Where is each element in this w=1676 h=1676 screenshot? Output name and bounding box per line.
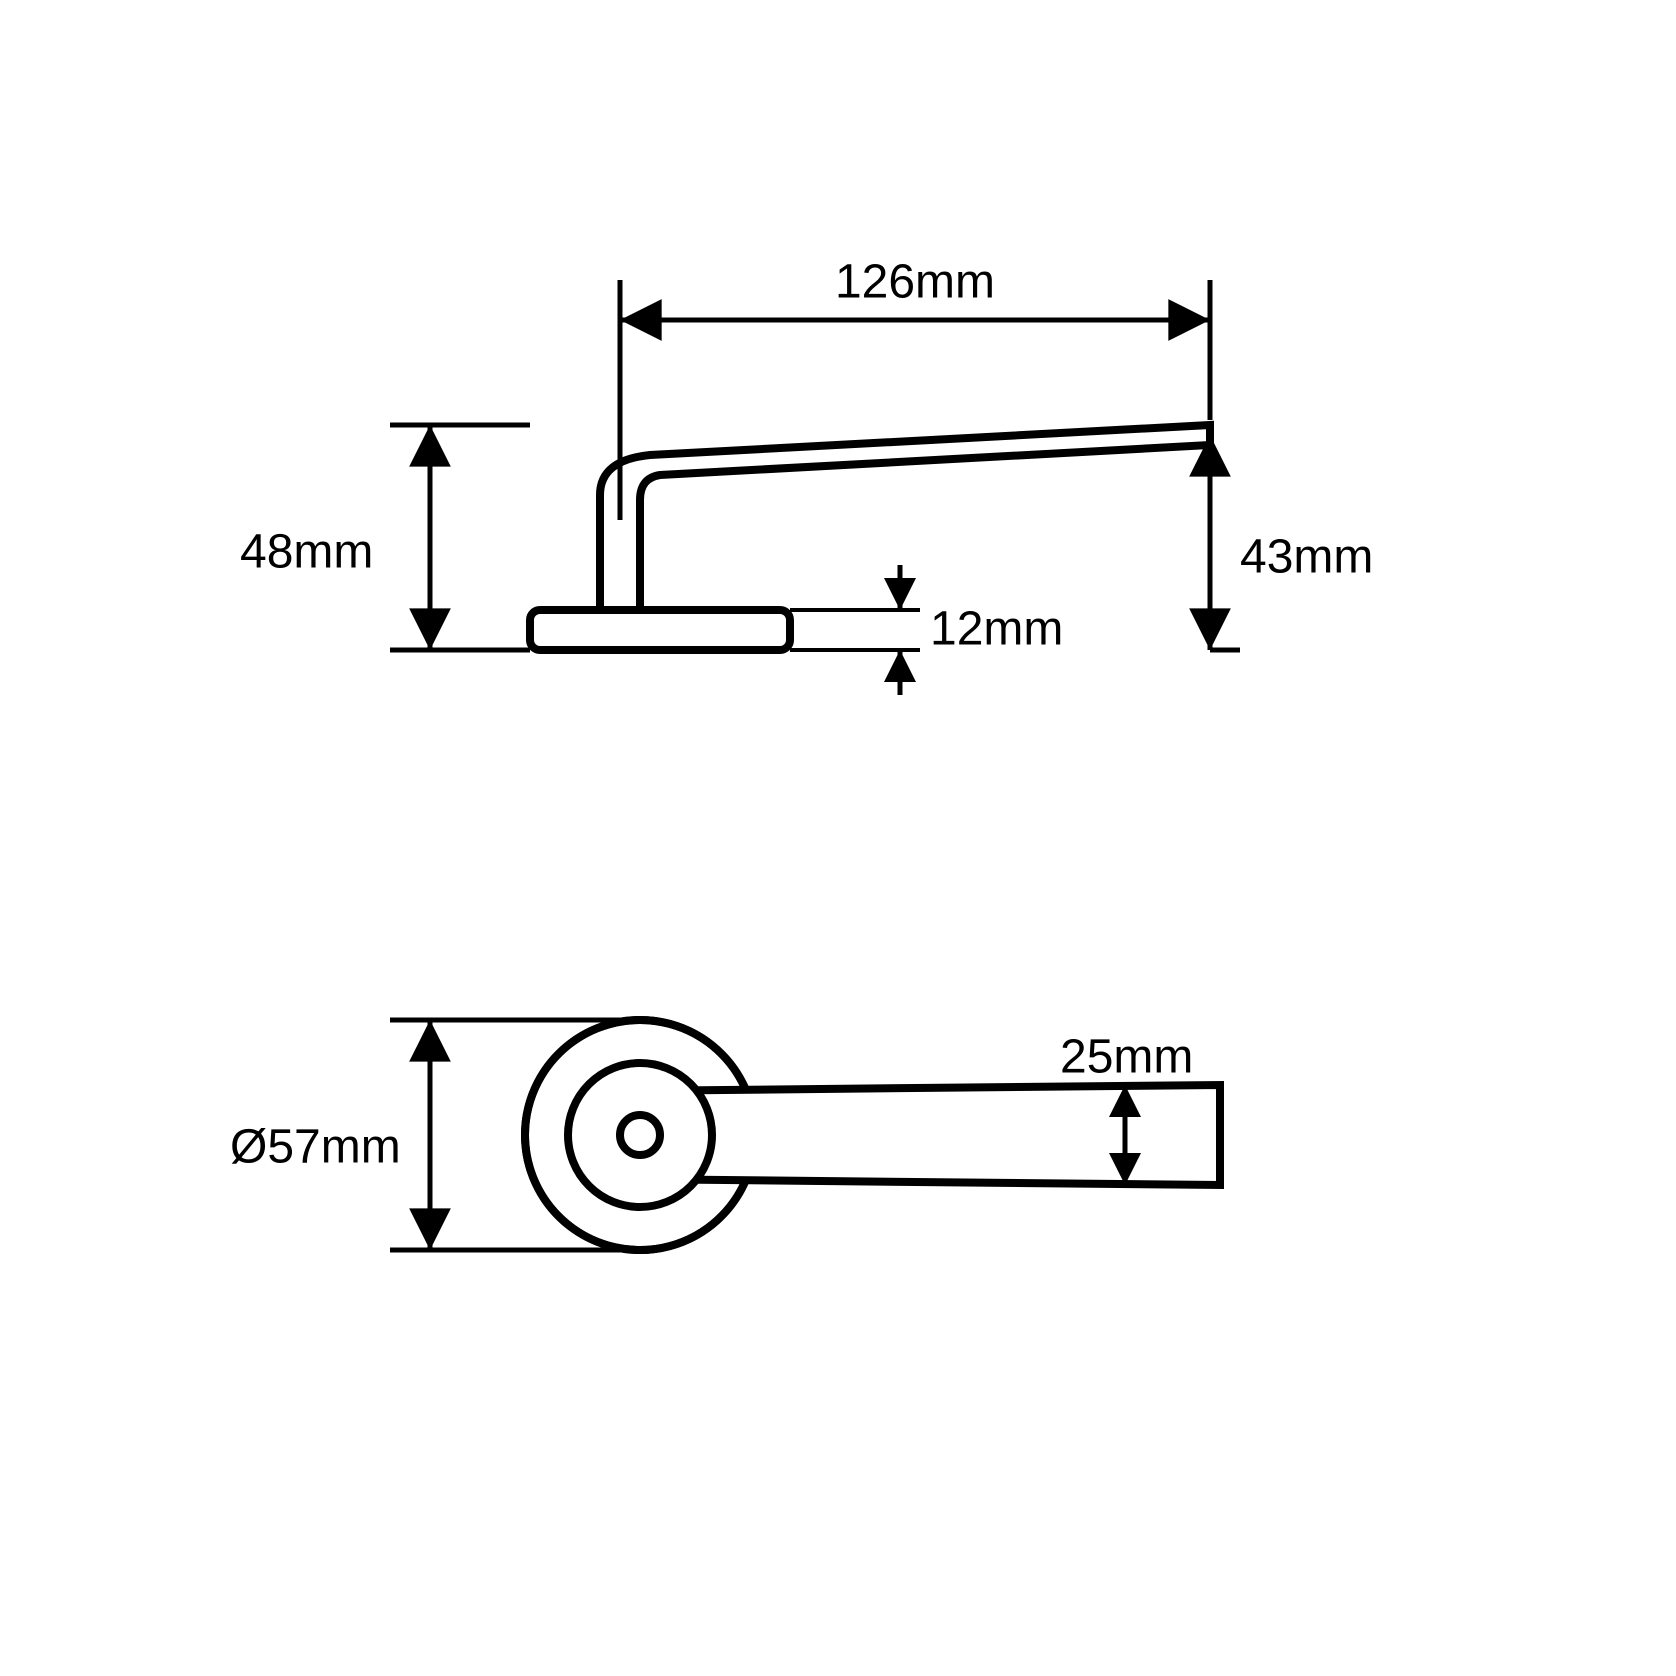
dim-overall-height: 48mm: [240, 526, 373, 579]
rose-inner: [568, 1063, 712, 1207]
rose-side: [530, 610, 790, 650]
dim-rose-diameter: Ø57mm: [230, 1121, 401, 1174]
lever-side: [600, 425, 1210, 610]
dim-lever-length: 126mm: [835, 256, 995, 309]
technical-drawing: 126mm 48mm 43mm 12mm Ø57mm 25mm: [0, 0, 1676, 1676]
dim-lever-width: 25mm: [1060, 1031, 1193, 1084]
dim-lever-drop: 43mm: [1240, 531, 1373, 584]
dim-rose-thickness: 12mm: [930, 603, 1063, 656]
